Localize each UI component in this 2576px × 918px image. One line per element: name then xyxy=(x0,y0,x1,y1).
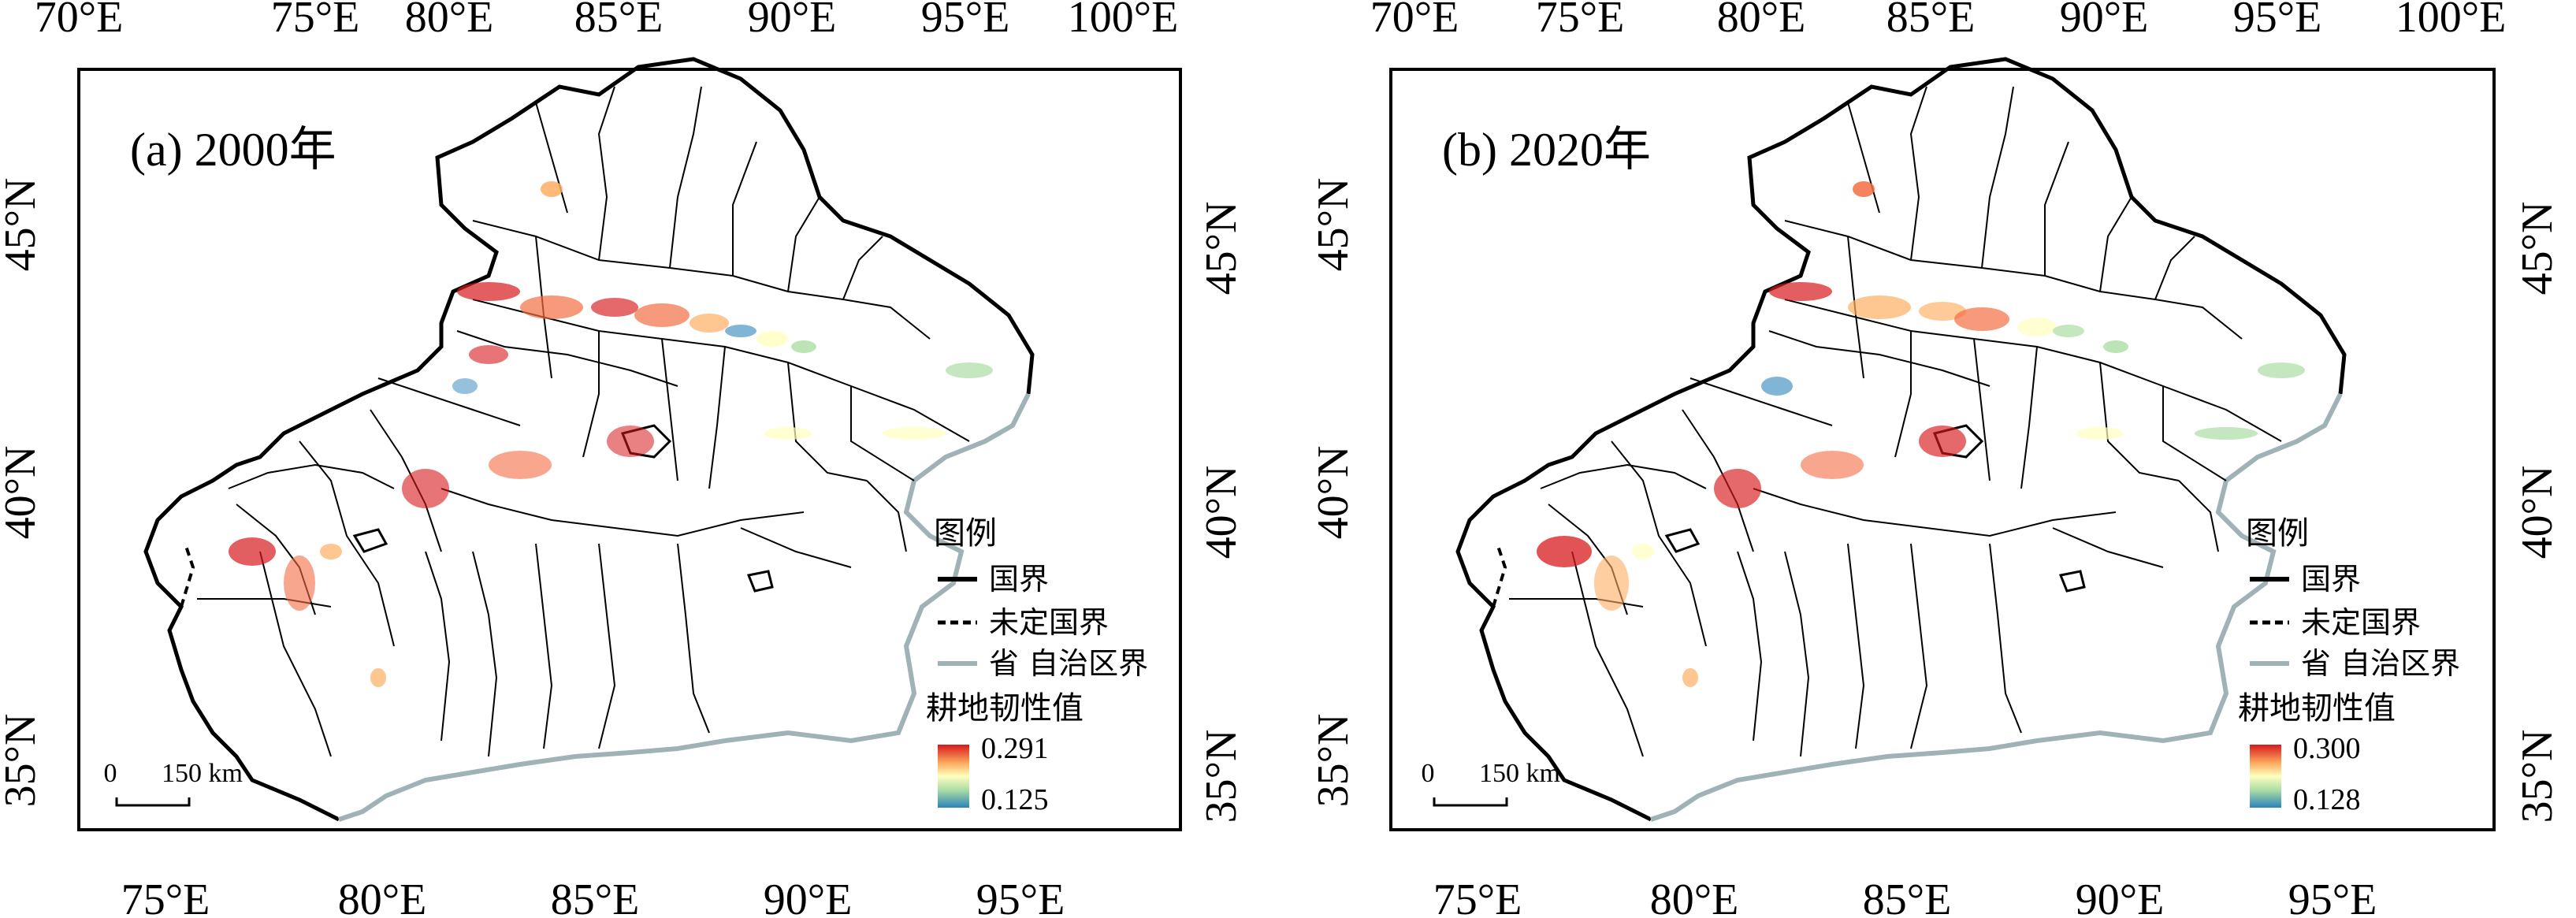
lat-tick-label: 35°N xyxy=(1309,714,1358,808)
lat-tick-label: 45°N xyxy=(1309,178,1358,272)
enclave-shape xyxy=(1664,528,1701,553)
lon-tick-label: 95°E xyxy=(921,0,1010,42)
lon-tick-label: 75°E xyxy=(271,0,360,42)
national-border xyxy=(143,57,1035,822)
right-lat-ticks: 45°N 40°N 35°N xyxy=(1197,202,1246,823)
lon-tick-label: 95°E xyxy=(976,875,1065,918)
scale-end: 150 km xyxy=(162,759,243,788)
lon-tick-label: 80°E xyxy=(1650,875,1739,918)
lon-tick-label: 85°E xyxy=(1886,0,1976,42)
lon-tick-label: 95°E xyxy=(2233,0,2322,42)
lon-tick-label: 90°E xyxy=(748,0,837,42)
colorbar xyxy=(2250,745,2281,808)
scale-bar: 0 150 km xyxy=(104,759,243,807)
lon-tick-label: 90°E xyxy=(2076,875,2165,918)
legend-item-label: 省 自治区界 xyxy=(989,646,1148,681)
lat-tick-label: 35°N xyxy=(2513,730,2562,823)
panel-b: 70°E 75°E 80°E 85°E 90°E 95°E 100°E 75°E… xyxy=(1309,0,2562,918)
legend-item-label: 未定国界 xyxy=(2301,605,2421,640)
top-lon-ticks: 70°E 75°E 80°E 85°E 90°E 95°E 100°E xyxy=(35,0,1179,42)
scale-end: 150 km xyxy=(1479,759,1560,788)
colorbar-title: 耕地韧性值 xyxy=(2238,690,2396,727)
colorbar-max: 0.291 xyxy=(981,732,1049,765)
legend-item-label: 未定国界 xyxy=(989,605,1109,640)
colorbar xyxy=(938,745,969,808)
legend-item-label: 省 自治区界 xyxy=(2301,646,2460,681)
lon-tick-label: 75°E xyxy=(121,875,210,918)
left-lat-ticks: 45°N 40°N 35°N xyxy=(1309,178,1358,808)
lat-tick-label: 40°N xyxy=(1197,466,1246,559)
panel-title: (b) 2020年 xyxy=(1442,124,1651,176)
county-boundaries xyxy=(197,86,970,757)
enclave-shape xyxy=(352,528,388,553)
lon-tick-label: 75°E xyxy=(1433,875,1522,918)
left-lat-ticks: 45°N 40°N 35°N xyxy=(0,178,45,808)
national-border xyxy=(1455,57,2347,822)
cropland-points xyxy=(1537,181,2305,687)
legend: 图例 国界 未定国界 省 自治区界 耕地韧性值 0.291 0.125 xyxy=(926,515,1148,816)
lat-tick-label: 35°N xyxy=(0,714,45,808)
cropland-points xyxy=(229,181,993,687)
right-lat-ticks: 45°N 40°N 35°N xyxy=(2513,202,2562,823)
scale-bar: 0 150 km xyxy=(1422,759,1560,807)
lon-tick-label: 90°E xyxy=(764,875,853,918)
scale-start: 0 xyxy=(104,759,117,788)
colorbar-min: 0.128 xyxy=(2293,783,2361,816)
lat-tick-label: 45°N xyxy=(2513,202,2562,295)
lat-tick-label: 45°N xyxy=(0,178,45,272)
disputed-border xyxy=(180,543,195,608)
enclave-shape xyxy=(2058,570,2086,593)
lat-tick-label: 45°N xyxy=(1197,202,1246,295)
lat-tick-label: 35°N xyxy=(1197,730,1246,823)
legend-title: 图例 xyxy=(934,515,997,552)
bottom-lon-ticks: 75°E 80°E 85°E 90°E 95°E xyxy=(121,875,1065,918)
lat-tick-label: 40°N xyxy=(2513,466,2562,559)
county-boundaries xyxy=(1509,86,2282,757)
lon-tick-label: 85°E xyxy=(551,875,640,918)
lon-tick-label: 80°E xyxy=(338,875,427,918)
map-frame xyxy=(77,68,1182,831)
lon-tick-label: 80°E xyxy=(405,0,494,42)
legend: 图例 国界 未定国界 省 自治区界 耕地韧性值 0.300 0.128 xyxy=(2238,515,2460,816)
lon-tick-label: 100°E xyxy=(1068,0,1179,42)
scale-start: 0 xyxy=(1422,759,1435,788)
colorbar-title: 耕地韧性值 xyxy=(926,690,1084,727)
lon-tick-label: 70°E xyxy=(35,0,124,42)
region-map xyxy=(143,57,1035,822)
lon-tick-label: 85°E xyxy=(1863,875,1952,918)
legend-item-label: 国界 xyxy=(989,562,1049,597)
disputed-border xyxy=(1492,543,1507,608)
map-frame xyxy=(1389,68,2496,831)
lon-tick-label: 85°E xyxy=(574,0,664,42)
lon-tick-label: 80°E xyxy=(1717,0,1806,42)
lon-tick-label: 100°E xyxy=(2396,0,2507,42)
lon-tick-label: 90°E xyxy=(2060,0,2149,42)
legend-item-label: 国界 xyxy=(2301,562,2361,597)
panel-title: (a) 2000年 xyxy=(130,124,336,176)
enclave-shape xyxy=(746,570,774,593)
lat-tick-label: 40°N xyxy=(0,446,45,540)
bottom-lon-ticks: 75°E 80°E 85°E 90°E 95°E xyxy=(1433,875,2377,918)
lat-tick-label: 40°N xyxy=(1309,446,1358,540)
lon-tick-label: 70°E xyxy=(1370,0,1459,42)
panel-a: 70°E 75°E 80°E 85°E 90°E 95°E 100°E 75°E… xyxy=(0,0,1246,918)
lon-tick-label: 75°E xyxy=(1536,0,1625,42)
region-map xyxy=(1455,57,2347,822)
colorbar-max: 0.300 xyxy=(2293,732,2361,765)
top-lon-ticks: 70°E 75°E 80°E 85°E 90°E 95°E 100°E xyxy=(1370,0,2507,42)
lon-tick-label: 95°E xyxy=(2288,875,2377,918)
legend-title: 图例 xyxy=(2246,515,2309,552)
colorbar-min: 0.125 xyxy=(981,783,1049,816)
